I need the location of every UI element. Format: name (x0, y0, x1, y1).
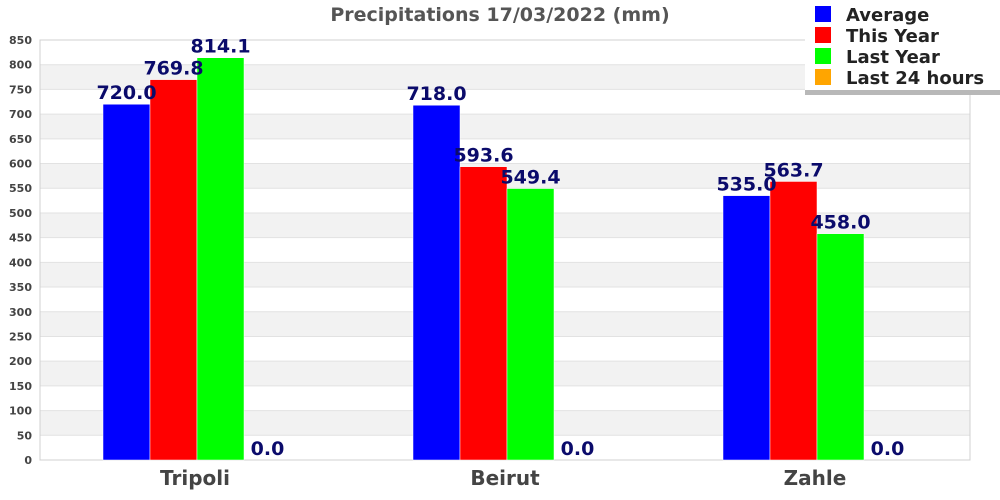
data-label: 593.6 (453, 145, 513, 167)
y-tick-label: 750 (9, 83, 32, 96)
x-axis: Tripoli Beirut Zahle (160, 466, 846, 490)
data-label: 535.0 (716, 174, 776, 196)
y-axis: 0 50 100 150 200 250 300 350 400 450 500 550 600 650 7… (9, 34, 32, 467)
data-label: 549.4 (500, 167, 560, 189)
bars (102, 57, 865, 461)
data-label: 769.8 (143, 58, 203, 80)
y-tick-label: 350 (9, 281, 32, 294)
bar (196, 57, 245, 461)
data-label: 0.0 (561, 438, 595, 460)
data-label: 563.7 (763, 159, 823, 181)
legend-swatch (815, 6, 831, 22)
data-label: 0.0 (871, 438, 905, 460)
legend-label: Average (846, 5, 929, 26)
legend-label: This Year (846, 26, 939, 47)
y-tick-label: 450 (9, 232, 32, 245)
x-category-label: Zahle (784, 466, 847, 490)
x-category-label: Beirut (470, 466, 540, 490)
bar (769, 181, 818, 461)
bar (102, 103, 151, 461)
bar (506, 188, 555, 461)
y-tick-label: 300 (9, 306, 32, 319)
legend-label: Last 24 hours (846, 68, 984, 89)
y-tick-label: 150 (9, 380, 32, 393)
y-tick-label: 100 (9, 405, 32, 418)
legend-swatch (815, 27, 831, 43)
y-tick-label: 600 (9, 158, 32, 171)
bar (459, 166, 508, 461)
y-tick-label: 650 (9, 133, 32, 146)
bar (816, 233, 865, 461)
legend-label: Last Year (846, 47, 940, 68)
bar (412, 104, 461, 461)
y-tick-label: 50 (17, 429, 33, 442)
y-tick-label: 700 (9, 108, 32, 121)
chart-title: Precipitations 17/03/2022 (mm) (330, 4, 669, 26)
data-label: 718.0 (406, 83, 466, 105)
x-category-label: Tripoli (160, 466, 230, 490)
data-label: 720.0 (96, 82, 156, 104)
y-tick-label: 550 (9, 182, 32, 195)
legend-swatch (815, 48, 831, 64)
y-tick-label: 250 (9, 330, 32, 343)
bar (722, 195, 771, 461)
y-tick-label: 200 (9, 355, 32, 368)
data-label: 0.0 (251, 438, 285, 460)
legend-box (805, 0, 1000, 90)
bar (149, 79, 198, 461)
y-tick-label: 500 (9, 207, 32, 220)
y-tick-label: 850 (9, 34, 32, 47)
y-tick-label: 0 (24, 454, 32, 467)
legend-shadow (805, 90, 1000, 95)
legend-swatch (815, 69, 831, 85)
y-tick-label: 800 (9, 59, 32, 72)
data-label: 814.1 (190, 36, 250, 58)
y-tick-label: 400 (9, 256, 32, 269)
data-label: 458.0 (810, 212, 870, 234)
